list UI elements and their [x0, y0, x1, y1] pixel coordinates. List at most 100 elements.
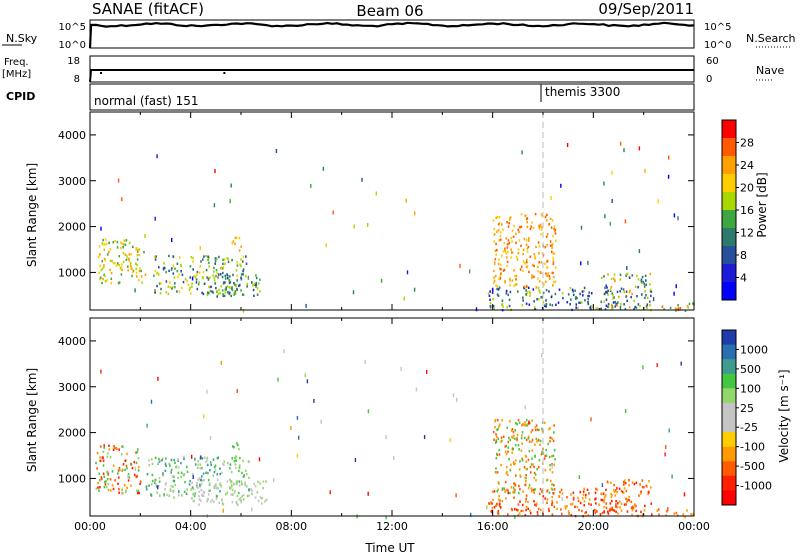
power-cell — [641, 293, 643, 296]
velocity-noise — [524, 405, 526, 410]
velocity-cell — [606, 480, 609, 483]
power-cell — [520, 244, 522, 248]
velocity-cell — [150, 458, 153, 461]
power-cell — [619, 273, 622, 276]
power-cell — [534, 308, 537, 311]
power-cell — [549, 240, 552, 243]
velocity-cell — [611, 508, 613, 511]
power-noise — [580, 225, 583, 230]
power-cell — [499, 267, 501, 270]
velocity-cell — [198, 495, 200, 498]
power-noise — [199, 246, 201, 250]
power-cell — [543, 283, 545, 286]
velocity-noise — [272, 478, 275, 483]
velocity-cell — [253, 482, 255, 486]
velocity-cell — [665, 514, 667, 517]
power-cell — [649, 272, 652, 276]
power-cell — [522, 252, 524, 256]
power-cell — [165, 291, 168, 294]
power-noise — [619, 141, 622, 146]
power-cell — [153, 274, 155, 277]
power-cell — [228, 278, 231, 282]
velocity-cell — [259, 482, 261, 485]
velocity-noise — [222, 508, 224, 513]
power-cell — [128, 253, 131, 256]
power-cell — [229, 280, 232, 284]
velocity-cell — [560, 508, 562, 511]
power-noise — [156, 154, 158, 159]
power-cell — [538, 227, 541, 230]
power-cell — [605, 298, 608, 301]
power-cell — [208, 285, 210, 289]
x-tick-label: 20:00 — [577, 520, 609, 533]
velocity-cell — [221, 471, 223, 474]
velocity-cell — [521, 422, 524, 426]
velocity-cell — [488, 502, 490, 505]
velocity-cell — [566, 505, 568, 508]
power-cell — [587, 294, 589, 298]
nsky-tick-bottom: 10^0 — [59, 40, 86, 51]
velocity-cell — [514, 437, 516, 441]
velocity-cell — [588, 492, 590, 495]
power-cell — [209, 289, 212, 293]
power-cell — [110, 271, 113, 275]
velocity-cell — [112, 448, 115, 451]
velocity-cell — [551, 513, 554, 516]
velocity-cell — [126, 486, 128, 489]
power-cell — [553, 225, 556, 228]
power-cell — [163, 262, 165, 265]
power-cell — [544, 246, 547, 249]
power-cell — [500, 272, 502, 275]
power-cell — [159, 292, 162, 295]
velocity-cell — [505, 497, 507, 500]
velocity-cell — [221, 462, 224, 466]
velocity-cell — [532, 488, 535, 492]
velocity-cell — [550, 479, 552, 483]
power-cell — [122, 246, 124, 249]
velocity-cell — [205, 471, 207, 474]
power-cell — [644, 290, 646, 293]
power-cell — [540, 295, 542, 299]
velocity-cell — [519, 488, 521, 491]
velocity-cell — [536, 513, 539, 517]
velocity-cell — [153, 481, 156, 485]
power-cell — [626, 272, 629, 275]
power-cell — [259, 278, 261, 281]
velocity-cell — [244, 483, 246, 486]
power-cell — [619, 290, 621, 293]
power-cell — [512, 235, 515, 238]
power-cell — [545, 235, 548, 238]
power-noise — [121, 197, 123, 202]
velocity-cell — [104, 483, 107, 486]
power-noise — [566, 143, 569, 147]
colorbar-tick-label: 25 — [740, 402, 754, 415]
velocity-cell — [549, 464, 551, 467]
power-cell — [128, 257, 130, 261]
velocity-cell — [524, 454, 527, 458]
velocity-cell — [243, 474, 245, 477]
velocity-noise — [415, 387, 418, 392]
power-cell — [635, 306, 638, 309]
velocity-cell — [234, 463, 237, 466]
colorbar-tick-label: 100 — [740, 382, 761, 395]
power-cell — [546, 260, 548, 263]
power-cell — [104, 243, 106, 246]
velocity-cell — [539, 439, 542, 443]
power-cell — [607, 273, 609, 276]
velocity-noise — [354, 458, 357, 462]
velocity-cell — [242, 475, 245, 478]
power-cell — [101, 281, 103, 285]
velocity-cell — [514, 462, 516, 466]
power-cell — [509, 284, 511, 287]
power-cell — [525, 239, 528, 242]
power-cell — [240, 264, 242, 268]
velocity-cell — [198, 498, 201, 501]
velocity-cell — [172, 485, 174, 488]
power-cell — [176, 262, 179, 265]
power-cell — [596, 307, 599, 310]
power-cell — [234, 283, 236, 286]
power-cell — [505, 252, 508, 255]
power-cell — [604, 286, 606, 289]
power-cell — [669, 306, 672, 309]
power-cell — [174, 286, 176, 289]
